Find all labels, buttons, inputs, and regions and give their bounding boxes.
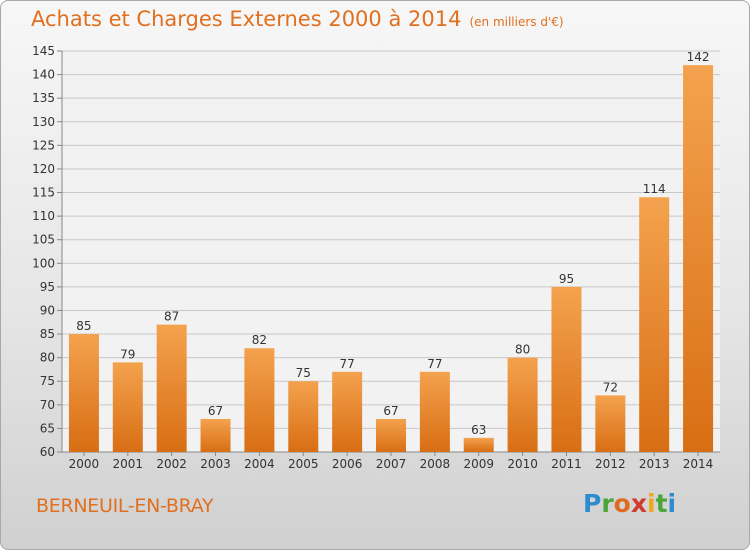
chart-title-unit: (en milliers d'€) bbox=[469, 15, 564, 29]
proxiti-logo: Proxiti bbox=[583, 489, 676, 518]
y-tick-label: 60 bbox=[40, 445, 55, 459]
y-tick-label: 140 bbox=[32, 68, 55, 82]
bar bbox=[639, 197, 670, 452]
y-tick-label: 115 bbox=[32, 186, 55, 200]
y-tick-label: 100 bbox=[32, 256, 55, 270]
y-tick-label: 145 bbox=[32, 44, 55, 58]
chart-title-text: Achats et Charges Externes 2000 à 2014 bbox=[31, 7, 462, 31]
x-tick-label: 2009 bbox=[463, 457, 494, 471]
bar bbox=[507, 357, 538, 452]
y-tick-label: 105 bbox=[32, 233, 55, 247]
x-tick-label: 2001 bbox=[113, 457, 144, 471]
bar bbox=[376, 418, 406, 452]
bar bbox=[551, 286, 582, 452]
bar bbox=[332, 371, 363, 452]
y-tick-label: 90 bbox=[40, 303, 55, 317]
bar bbox=[200, 418, 231, 452]
y-tick-label: 130 bbox=[32, 115, 55, 129]
x-tick-label: 2002 bbox=[156, 457, 187, 471]
y-tick-label: 80 bbox=[40, 351, 55, 365]
bar-value-label: 95 bbox=[559, 272, 574, 286]
y-tick-label: 135 bbox=[32, 91, 55, 105]
x-tick-label: 2006 bbox=[332, 457, 363, 471]
y-tick-label: 70 bbox=[40, 398, 55, 412]
bar bbox=[68, 334, 99, 452]
y-tick-label: 75 bbox=[40, 374, 55, 388]
x-tick-label: 2010 bbox=[507, 457, 538, 471]
bar-value-label: 67 bbox=[208, 404, 223, 418]
bar-value-label: 72 bbox=[603, 380, 618, 394]
bar-value-label: 75 bbox=[296, 366, 311, 380]
x-tick-label: 2000 bbox=[69, 457, 100, 471]
city-name: BERNEUIL-EN-BRAY bbox=[36, 495, 214, 517]
bar-value-label: 85 bbox=[76, 319, 91, 333]
x-tick-label: 2003 bbox=[200, 457, 231, 471]
bar bbox=[244, 348, 275, 452]
bar-value-label: 79 bbox=[120, 347, 135, 361]
logo-letter: i bbox=[667, 489, 677, 518]
logo-letter: t bbox=[655, 489, 668, 518]
logo-letter: P bbox=[583, 489, 602, 518]
logo-letter: o bbox=[613, 489, 631, 518]
bar-value-label: 63 bbox=[471, 423, 486, 437]
bar-value-label: 67 bbox=[383, 404, 398, 418]
bar-value-label: 87 bbox=[164, 310, 179, 324]
bar-value-label: 80 bbox=[515, 343, 530, 357]
bar-value-label: 77 bbox=[339, 357, 354, 371]
bar-value-label: 82 bbox=[252, 333, 267, 347]
logo-letter: x bbox=[630, 489, 647, 518]
y-tick-label: 85 bbox=[40, 327, 55, 341]
bar-value-label: 77 bbox=[427, 357, 442, 371]
bar bbox=[288, 381, 319, 452]
x-tick-label: 2005 bbox=[288, 457, 319, 471]
chart-title: Achats et Charges Externes 2000 à 2014 (e… bbox=[31, 7, 564, 31]
x-tick-label: 2012 bbox=[595, 457, 626, 471]
logo-letter: r bbox=[601, 489, 614, 518]
logo-letter: i bbox=[647, 489, 656, 518]
bar bbox=[156, 324, 187, 452]
bar-value-label: 114 bbox=[643, 182, 666, 196]
x-tick-label: 2008 bbox=[420, 457, 451, 471]
x-tick-label: 2011 bbox=[551, 457, 582, 471]
bar bbox=[419, 371, 450, 452]
x-tick-label: 2004 bbox=[244, 457, 275, 471]
bar bbox=[683, 65, 714, 452]
x-tick-label: 2013 bbox=[639, 457, 670, 471]
x-tick-label: 2007 bbox=[376, 457, 407, 471]
y-tick-label: 65 bbox=[40, 421, 55, 435]
bar bbox=[595, 395, 626, 452]
bar bbox=[463, 437, 494, 452]
x-tick-label: 2014 bbox=[683, 457, 714, 471]
y-tick-label: 110 bbox=[32, 209, 55, 223]
y-tick-label: 125 bbox=[32, 138, 55, 152]
bar-value-label: 142 bbox=[687, 50, 710, 64]
y-tick-label: 95 bbox=[40, 280, 55, 294]
bar bbox=[112, 362, 143, 452]
y-tick-label: 120 bbox=[32, 162, 55, 176]
